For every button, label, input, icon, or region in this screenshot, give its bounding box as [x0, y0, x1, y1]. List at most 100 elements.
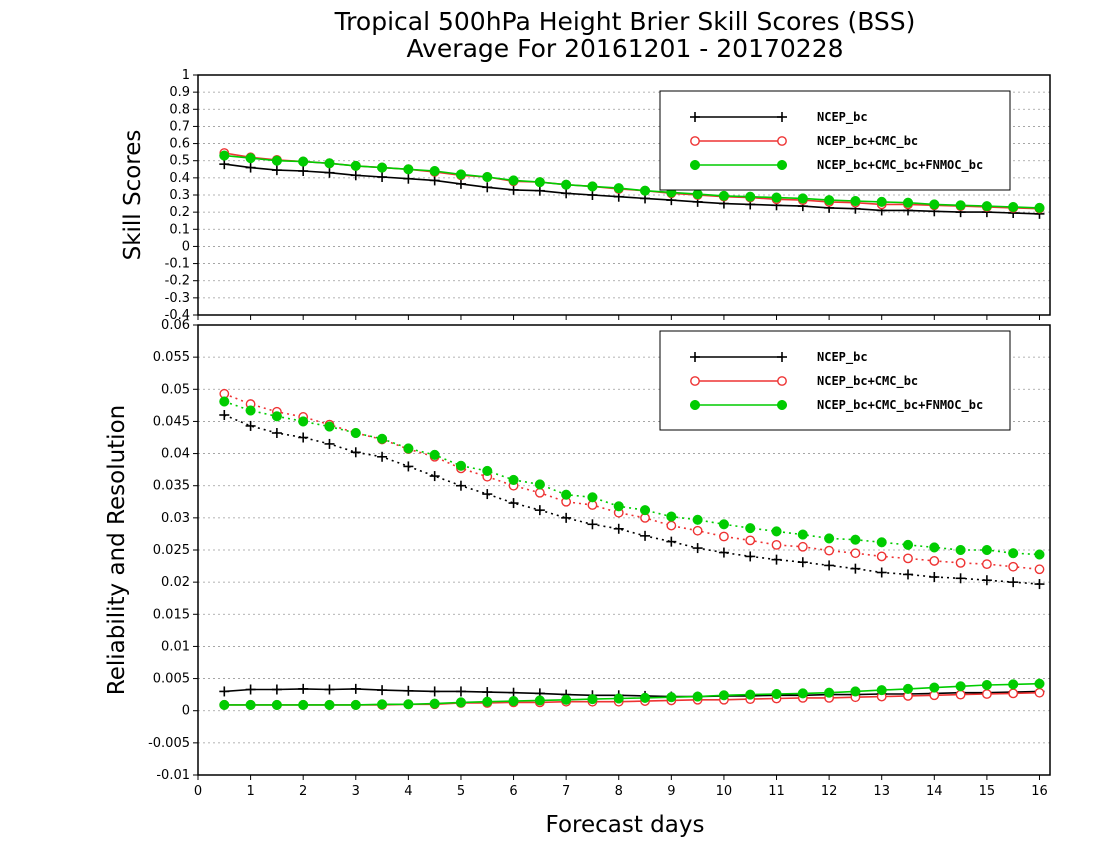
data-point: [666, 520, 677, 531]
data-point: [745, 535, 756, 546]
data-point: [850, 548, 861, 559]
data-point: [797, 193, 808, 204]
data-point: [771, 526, 782, 537]
data-point: [455, 460, 467, 471]
y-tick-label: 0.015: [153, 607, 190, 622]
data-point: [1034, 678, 1045, 689]
data-point: [245, 405, 256, 416]
y-tick-label: 0.025: [153, 543, 190, 558]
data-point: [1008, 548, 1019, 559]
data-point: [929, 199, 940, 210]
series-line: [224, 393, 1040, 571]
data-point: [903, 553, 913, 564]
data-point: [219, 396, 230, 407]
data-point: [534, 695, 545, 706]
data-point: [1008, 201, 1019, 213]
y-tick-label: -0.005: [148, 736, 190, 751]
legend-marker: [689, 399, 701, 411]
y-tick-label: -0.4: [165, 308, 190, 323]
y-tick-label: 0.055: [153, 350, 190, 365]
data-point: [771, 539, 782, 550]
legend-marker: [777, 136, 787, 146]
y-tick-label: 0: [182, 239, 190, 254]
plot-frame: [197, 324, 1051, 776]
y-tick-label: 0.05: [161, 382, 190, 397]
y-tick-label: 0.5: [169, 154, 190, 169]
y-tick-label: 0.3: [169, 188, 190, 203]
data-point: [824, 687, 835, 698]
y-tick-label: 0.02: [161, 575, 190, 590]
data-point: [1034, 202, 1045, 213]
data-point: [298, 156, 309, 167]
x-tick-label: 15: [979, 784, 996, 799]
legend-marker: [776, 399, 788, 411]
data-point: [639, 505, 651, 516]
data-point: [455, 169, 467, 180]
data-point: [850, 195, 861, 207]
y-tick-label: -0.3: [165, 291, 190, 306]
data-point: [271, 411, 282, 422]
data-point: [534, 177, 545, 188]
data-point: [298, 416, 309, 427]
x-tick-label: 4: [404, 784, 412, 799]
y-tick-label: -0.01: [156, 768, 190, 783]
x-tick-label: 0: [194, 784, 202, 799]
data-point: [981, 544, 992, 556]
x-tick-label: 13: [873, 784, 890, 799]
x-axis-label: Forecast days: [546, 812, 705, 838]
data-point: [534, 479, 545, 490]
legend-label: NCEP_bc+CMC_bc: [817, 374, 918, 389]
data-point: [508, 696, 519, 707]
data-point: [955, 544, 966, 556]
y-tick-label: 0.01: [161, 639, 190, 654]
legend-label: NCEP_bc+CMC_bc+FNMOC_bc: [817, 158, 983, 173]
data-point: [219, 150, 230, 161]
legend-label: NCEP_bc: [817, 110, 868, 125]
data-point: [613, 183, 624, 194]
x-tick-label: 9: [667, 784, 675, 799]
data-point: [666, 511, 677, 522]
data-point: [745, 689, 756, 700]
series-top-2: [219, 150, 1045, 213]
y-tick-label: 0: [182, 704, 190, 719]
y-tick-label: 0.8: [169, 102, 190, 117]
data-point: [377, 433, 388, 444]
data-point: [508, 175, 519, 186]
data-point: [850, 534, 861, 545]
data-point: [587, 492, 598, 503]
x-tick-label: 2: [299, 784, 307, 799]
data-point: [587, 181, 598, 192]
data-point: [876, 685, 887, 696]
data-point: [955, 200, 966, 211]
data-point: [1008, 679, 1019, 690]
x-tick-label: 1: [246, 784, 254, 799]
data-point: [745, 191, 756, 202]
plot-frame: [197, 74, 1051, 316]
x-tick-label: 12: [821, 784, 838, 799]
data-point: [955, 681, 966, 692]
chart-title-line1: Tropical 500hPa Height Brier Skill Score…: [334, 7, 916, 36]
data-point: [429, 165, 440, 177]
y-tick-label: 0.7: [169, 119, 190, 134]
data-point: [1008, 688, 1019, 699]
data-point: [850, 686, 861, 697]
x-tick-label: 11: [768, 784, 785, 799]
data-point: [613, 501, 624, 512]
x-tick-label: 5: [457, 784, 465, 799]
data-point: [561, 179, 572, 190]
series-bottom-5: [219, 678, 1045, 710]
data-point: [639, 692, 651, 703]
data-point: [324, 421, 335, 432]
data-point: [981, 689, 992, 699]
y-axis-label: Skill Scores: [120, 130, 146, 261]
data-point: [929, 682, 940, 693]
data-point: [403, 443, 414, 454]
legend-marker: [690, 136, 700, 146]
data-point: [797, 688, 808, 699]
data-point: [324, 158, 335, 169]
data-point: [929, 556, 940, 566]
data-point: [955, 689, 966, 700]
data-point: [1008, 561, 1019, 572]
data-point: [534, 487, 545, 498]
